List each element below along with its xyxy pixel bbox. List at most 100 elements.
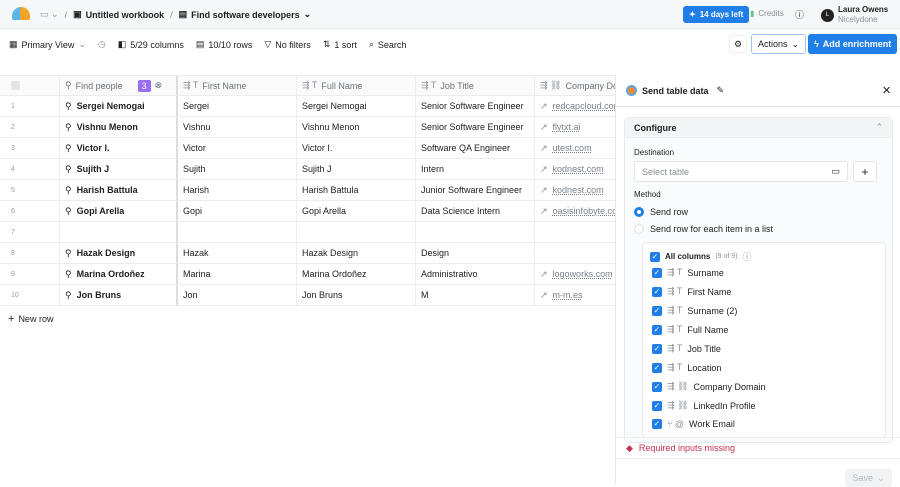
cell-find-people[interactable] (60, 222, 178, 242)
table-row[interactable]: 1 ⚲ Sergei Nemogai Sergei Sergei Nemogai Seni… (0, 96, 615, 117)
cell-company-domain[interactable]: ↗ utest.com (535, 138, 615, 158)
column-header-full-name[interactable]: ⇶ T Full Name (297, 76, 416, 95)
new-row-button[interactable]: + New row (8, 313, 54, 325)
column-checkbox[interactable]: ✓ ⇶ ⛓ Company Domain (652, 381, 766, 392)
folder-menu[interactable]: ▭ ⌄ (40, 9, 59, 20)
app-logo[interactable] (12, 7, 30, 20)
cell-job-title[interactable]: Software QA Engineer (416, 138, 535, 158)
cell-job-title[interactable]: Administrativo (416, 264, 535, 284)
cell-company-domain[interactable] (535, 243, 615, 263)
cell-full-name[interactable]: Gopi Arella (297, 201, 416, 221)
cell-find-people[interactable]: ⚲ Sujith J (60, 159, 178, 179)
table-row[interactable]: 5 ⚲ Harish Battula Harish Harish Battula Juni… (0, 180, 615, 201)
destination-select[interactable]: Select table ▭ (634, 161, 848, 182)
column-header-company-domain[interactable]: ⇶ ⛓ Company Do (540, 80, 615, 91)
cell-company-domain[interactable]: ↗ kodnest.com (535, 159, 615, 179)
cell-find-people[interactable]: ⚲ Gopi Arella (60, 201, 178, 221)
filters-button[interactable]: ▽ No filters (264, 39, 311, 50)
all-columns-checkbox[interactable]: ✓ All columns (9 of 9) ⓘ (650, 251, 752, 262)
cell-full-name[interactable]: Jon Bruns (297, 285, 416, 305)
table-row[interactable]: 4 ⚲ Sujith J Sujith Sujith J Intern ↗ kodnest.c… (0, 159, 615, 180)
cell-job-title[interactable] (416, 222, 535, 242)
column-header-job-title[interactable]: ⇶ T Job Title (416, 76, 535, 95)
cell-company-domain[interactable]: ↗ redcapcloud.com (535, 96, 615, 116)
cell-first-name[interactable]: Jon (178, 285, 297, 305)
method-radio-send-row[interactable]: Send row (634, 207, 688, 217)
cell-full-name[interactable]: Marina Ordoñez (297, 264, 416, 284)
settings-icon[interactable]: ⊗ (154, 80, 163, 90)
table-row[interactable]: 7 (0, 222, 615, 243)
cell-job-title[interactable]: Data Science Intern (416, 201, 535, 221)
history-icon[interactable]: ◷ (97, 39, 106, 49)
table-row[interactable]: 2 ⚲ Vishnu Menon Vishnu Vishnu Menon Senior S… (0, 117, 615, 138)
cell-first-name[interactable]: Gopi (178, 201, 297, 221)
column-checkbox[interactable]: ✓ ⇶ T First Name (652, 286, 731, 297)
add-enrichment-button[interactable]: ϟ Add enrichment (808, 34, 898, 54)
cell-company-domain[interactable]: ↗ oasisinfobyte.com (535, 201, 615, 221)
cell-first-name[interactable]: Sujith (178, 159, 297, 179)
cell-job-title[interactable]: Senior Software Engineer (416, 96, 535, 116)
cell-full-name[interactable]: Vishnu Menon (297, 117, 416, 137)
cell-find-people[interactable]: ⚲ Vishnu Menon (60, 117, 178, 137)
rows-button[interactable]: ▤ 10/10 rows (195, 39, 253, 50)
cell-job-title[interactable]: Junior Software Engineer (416, 180, 535, 200)
settings-icon[interactable]: ⚙ (729, 35, 747, 53)
cell-find-people[interactable]: ⚲ Marina Ordoñez (60, 264, 178, 284)
add-table-button[interactable]: + (853, 161, 877, 182)
cell-first-name[interactable]: Harish (178, 180, 297, 200)
cell-full-name[interactable]: Sergei Nemogai (297, 96, 416, 116)
column-checkbox[interactable]: ✓ ⇶ ⛓ LinkedIn Profile (652, 400, 756, 411)
breadcrumb-workbook[interactable]: ▣ Untitled workbook (73, 9, 165, 20)
cell-company-domain[interactable]: ↗ flytxt.ai (535, 117, 615, 137)
credits-button[interactable]: ▮ Credits (750, 9, 784, 18)
edit-icon[interactable]: ✎ (716, 85, 725, 95)
cell-find-people[interactable]: ⚲ Hazak Design (60, 243, 178, 263)
cell-find-people[interactable]: ⚲ Jon Bruns (60, 285, 178, 305)
cell-company-domain[interactable]: ↗ kodnest.com (535, 180, 615, 200)
trial-button[interactable]: ✦ 14 days left (683, 6, 750, 23)
cell-first-name[interactable]: Victor (178, 138, 297, 158)
cell-full-name[interactable]: Sujith J (297, 159, 416, 179)
table-row[interactable]: 6 ⚲ Gopi Arella Gopi Gopi Arella Data Science… (0, 201, 615, 222)
column-header-first-name[interactable]: ⇶ T First Name (178, 76, 297, 95)
column-checkbox[interactable]: ✓ ⇶ T Location (652, 362, 721, 373)
column-checkbox[interactable]: ✓ ⇶ T Job Title (652, 343, 721, 354)
table-row[interactable]: 10 ⚲ Jon Bruns Jon Jon Bruns M ↗ m-m.es (0, 285, 615, 306)
cell-find-people[interactable]: ⚲ Victor I. (60, 138, 178, 158)
cell-full-name[interactable]: Hazak Design (297, 243, 416, 263)
table-row[interactable]: 8 ⚲ Hazak Design Hazak Hazak Design Design (0, 243, 615, 264)
columns-button[interactable]: ◧ 5/29 columns (117, 39, 184, 50)
cell-first-name[interactable]: Marina (178, 264, 297, 284)
save-button[interactable]: Save ⌄ (845, 469, 892, 487)
search-button[interactable]: ⌕ Search (368, 39, 407, 50)
cell-company-domain[interactable] (535, 222, 615, 242)
cell-full-name[interactable]: Victor I. (297, 138, 416, 158)
configure-header[interactable]: Configure ⌃ (625, 118, 892, 138)
cell-full-name[interactable] (297, 222, 416, 242)
table-row[interactable]: 3 ⚲ Victor I. Victor Victor I. Software QA En… (0, 138, 615, 159)
cell-job-title[interactable]: Design (416, 243, 535, 263)
column-checkbox[interactable]: ✓ ⇶ T Surname (652, 267, 724, 278)
close-icon[interactable]: ✕ (882, 85, 892, 97)
column-checkbox[interactable]: ✓ ⇶ T Full Name (652, 324, 728, 335)
breadcrumb-table[interactable]: ▤ Find software developers ⌄ (178, 9, 312, 20)
cell-first-name[interactable]: Hazak (178, 243, 297, 263)
cell-company-domain[interactable]: ↗ logoworks.com (535, 264, 615, 284)
method-radio-list[interactable]: Send row for each item in a list (634, 224, 773, 234)
table-row[interactable]: 9 ⚲ Marina Ordoñez Marina Marina Ordoñez Admi… (0, 264, 615, 285)
view-selector[interactable]: ▦ Primary View ⌄ (9, 39, 86, 50)
help-icon[interactable]: ⓘ (795, 10, 805, 20)
cell-find-people[interactable]: ⚲ Harish Battula (60, 180, 178, 200)
column-checkbox[interactable]: ✓ ⇶ T Surname (2) (652, 305, 737, 316)
select-all-checkbox[interactable] (0, 76, 60, 95)
cell-full-name[interactable]: Harish Battula (297, 180, 416, 200)
cell-job-title[interactable]: Intern (416, 159, 535, 179)
cell-first-name[interactable]: Vishnu (178, 117, 297, 137)
column-checkbox[interactable]: ✓ ⑂ @ Work Email (652, 419, 735, 429)
actions-button[interactable]: Actions ⌄ (751, 34, 807, 54)
cell-first-name[interactable] (178, 222, 297, 242)
column-header-find-people[interactable]: ⚲ Find people 3 ⊗ (60, 76, 178, 95)
sort-button[interactable]: ⇅ 1 sort (322, 39, 357, 50)
cell-company-domain[interactable]: ↗ m-m.es (535, 285, 615, 305)
cell-job-title[interactable]: Senior Software Engineer (416, 117, 535, 137)
